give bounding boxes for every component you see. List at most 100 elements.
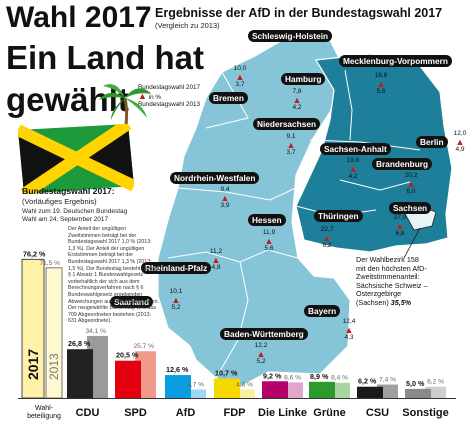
- headline-line-2: Ein Land hat: [6, 39, 204, 76]
- up-arrow-icon: ▲: [344, 324, 354, 335]
- up-arrow-icon: ▲: [376, 78, 386, 89]
- value-2013: 4,9: [455, 145, 465, 153]
- state-label: Schleswig-Holstein: [248, 30, 333, 42]
- state-label: Baden-Württemberg: [220, 328, 308, 340]
- up-arrow-icon: ▲: [256, 348, 266, 359]
- up-arrow-icon: ▲: [211, 254, 221, 265]
- state-label: Sachsen: [389, 202, 432, 214]
- bar-2013-sonstige: [425, 386, 446, 398]
- value-2017: 11,2: [209, 248, 223, 255]
- up-arrow-icon: ▲: [138, 90, 147, 101]
- value-label-2017: 8,9 %: [310, 372, 329, 381]
- bar-2017-gr-ne: [309, 381, 335, 398]
- value-label-2013: 25,7 %: [133, 343, 154, 350]
- category-label: Sonstige: [402, 407, 448, 419]
- value-2013: 6,2: [322, 241, 332, 249]
- value-label-2017: 20,5 %: [116, 351, 139, 360]
- note-line: Osterzgebirge: [356, 289, 402, 299]
- note-prefix: (Sachsen): [356, 297, 391, 307]
- value-label-2013: 4,7 %: [187, 381, 204, 388]
- state-label: Saarland: [110, 296, 154, 308]
- up-arrow-icon: ▲: [322, 232, 332, 243]
- results-subtitle: (Vorläufiges Ergebnis): [22, 197, 97, 206]
- turnout-label: Wahl- beteiligung: [27, 405, 61, 420]
- value-2017: 12,0: [453, 130, 467, 137]
- state-stat-berlin: 12,0 ▲ 4,9: [449, 130, 471, 153]
- state-label: Sachsen-Anhalt: [320, 143, 391, 155]
- border-line: [215, 261, 249, 379]
- bar-2017-csu: [357, 386, 383, 398]
- state-stat-niedersachsen: 9,1 ▲ 3,7: [280, 133, 302, 156]
- value-label-2017: 76,2 %: [23, 249, 46, 258]
- legend-2017: Bundestagswahl 2017: [138, 84, 200, 91]
- up-arrow-icon: ▲: [292, 94, 302, 105]
- value-label-2013: 4,8 %: [236, 381, 253, 388]
- legend-change-label: in %: [148, 93, 161, 101]
- up-arrow-icon: ▲: [235, 71, 245, 82]
- note-line: Sächsische Schweiz –: [356, 280, 428, 290]
- state-stat-mv: 18,6 ▲ 5,6: [370, 72, 392, 95]
- legend-change: ▲ in %: [138, 90, 206, 102]
- value-2013: 5,6: [376, 87, 386, 95]
- note-line: Zweitstimmenanteil:: [356, 272, 420, 282]
- value-2013: 6,8: [395, 229, 405, 237]
- state-stat-sachsen: 27,0 ▲ 6,8: [389, 214, 411, 237]
- category-label: Die Linke: [258, 407, 307, 419]
- value-2017: 20,2: [404, 172, 418, 179]
- value-label-2013: 34,1 %: [85, 328, 106, 335]
- state-label: Rheinland-Pfalz: [141, 262, 212, 274]
- state-label: Niedersachsen: [253, 118, 321, 130]
- bar-2017-afd: [165, 375, 191, 398]
- state-stat-hamburg: 7,8 ▲ 4,2: [286, 88, 308, 111]
- up-arrow-icon: ▲: [348, 163, 358, 174]
- value-2017: 12,4: [342, 318, 356, 325]
- border-line: [344, 69, 353, 141]
- value-2013: 5,2: [256, 357, 266, 365]
- value-label-2017: 12,6 %: [166, 365, 189, 374]
- value-label-2013: 6,2 %: [427, 379, 444, 386]
- bar-2017-cdu: [67, 349, 93, 398]
- state-label: Bayern: [304, 305, 341, 317]
- category-label: AfD: [176, 407, 196, 419]
- value-2017: 27,0: [393, 214, 407, 221]
- category-label: Grüne: [313, 407, 345, 419]
- state-stat-nrw: 9,4 ▲ 3,9: [214, 186, 236, 209]
- value-label-2017: 26,8 %: [68, 339, 91, 348]
- value-2017: 10,0: [233, 65, 247, 72]
- up-arrow-icon: ▲: [455, 136, 465, 147]
- value-2013: 3,7: [235, 80, 245, 88]
- state-label: Thüringen: [314, 210, 363, 222]
- value-2017: 18,6: [374, 72, 388, 79]
- state-stat-sachsen-anhalt: 19,6 ▲ 4,2: [342, 157, 364, 180]
- jamaica-flag-icon: [18, 124, 134, 194]
- value-2013: 5,6: [264, 244, 274, 252]
- value-2013: 4,3: [344, 333, 354, 341]
- bar-2017-spd: [115, 360, 141, 398]
- sachsen-note: Der Wahlbezirk 158 mit den höchsten AfD-…: [356, 255, 474, 308]
- year-label-2013: 2013: [47, 353, 61, 380]
- value-label-2017: 10,7 %: [215, 369, 238, 378]
- value-2013: 4,2: [292, 103, 302, 111]
- note-line: mit den höchsten AfD-: [356, 263, 427, 273]
- border-line: [177, 185, 301, 201]
- results-info-1: Wahl zum 19. Deutschen Bundestag: [22, 208, 128, 215]
- map-title: Ergebnisse der AfD in der Bundestagswahl…: [155, 6, 443, 20]
- bar-2017-sonstige: [405, 388, 431, 398]
- headline-line-1: Wahl 2017: [6, 1, 152, 34]
- state-label: Hamburg: [281, 73, 326, 85]
- value-2017: 12,2: [254, 342, 268, 349]
- state-stat-bayern: 12,4 ▲ 4,3: [338, 318, 360, 341]
- up-arrow-icon: ▲: [406, 178, 416, 189]
- headline-line-3: gewählt: [6, 81, 129, 118]
- legend-2013: Bundestagswahl 2013: [138, 101, 200, 108]
- category-label: CSU: [366, 407, 389, 419]
- state-stat-brandenburg: 20,2 ▲ 6,0: [400, 172, 422, 195]
- note-value: 35,5%: [390, 297, 412, 307]
- bar-2013-afd: [185, 389, 206, 398]
- state-stat-thueringen: 22,7 ▲ 6,2: [316, 226, 338, 249]
- up-arrow-icon: ▲: [171, 294, 181, 305]
- state-label: Berlin: [416, 136, 448, 148]
- value-label-2017: 5,0 %: [406, 379, 425, 388]
